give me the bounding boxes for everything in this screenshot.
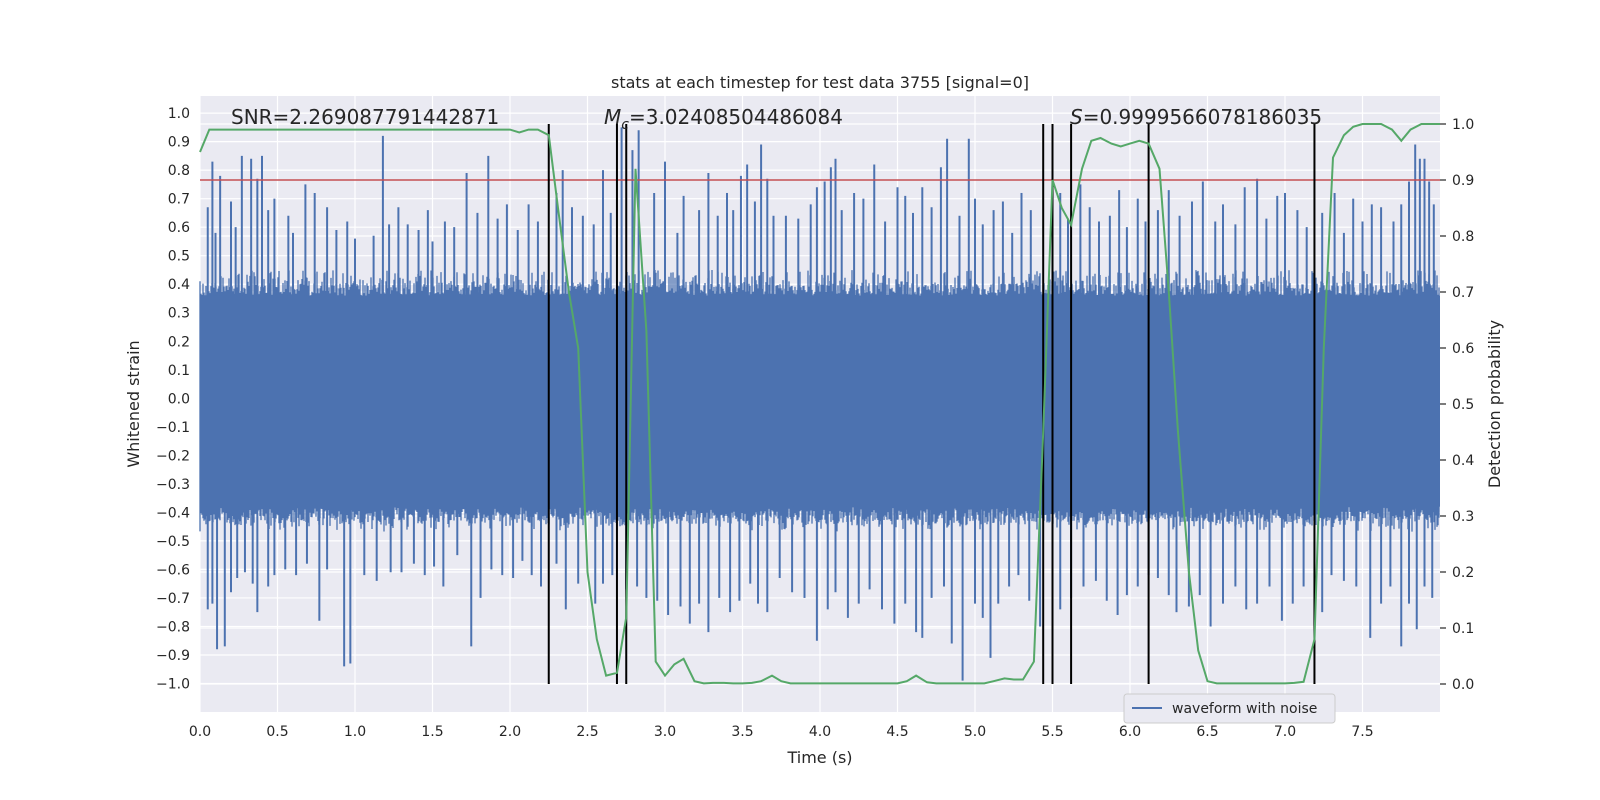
x-axis-ticks: 0.0 0.5 1.0 1.5 2.0 2.5 3.0 3.5 4.0 4.5 5.0 5.5 6.0 6…: [189, 724, 1374, 740]
y-tick-label-18: 0.8: [168, 163, 190, 179]
mc-symbol: M: [604, 105, 621, 129]
legend-box: [1123, 693, 1336, 724]
snr-annotation: SNR=2.269087791442871: [231, 105, 499, 129]
x-tick-label-1: 0.5: [266, 724, 288, 740]
y-tick-label-13: 0.3: [168, 306, 190, 322]
s-annotation: S=0.9999566078186035: [1070, 105, 1322, 129]
waveform-series: [199, 127, 1440, 681]
y-tick-label-8: −0.2: [156, 448, 190, 464]
x-tick-label-11: 5.5: [1041, 724, 1063, 740]
x-tick-label-10: 5.0: [964, 724, 986, 740]
vertical-markers: [547, 124, 1316, 684]
y-tick-label-19: 0.9: [168, 135, 190, 151]
y-tick-label-7: −0.3: [156, 477, 190, 493]
probability-line: [199, 123, 1440, 685]
y2-tick-label-10: 1.0: [1452, 117, 1474, 133]
legend: waveform with noise: [1123, 693, 1336, 724]
y2-tick-label-6: 0.6: [1452, 341, 1474, 357]
y2-tick-label-4: 0.4: [1452, 453, 1474, 469]
x-axis-label: Time (s): [786, 748, 852, 767]
waveform-dense-core: [200, 295, 1440, 507]
x-tick-label-6: 3.0: [654, 724, 676, 740]
y-tick-label-15: 0.5: [168, 249, 190, 265]
y2-tick-label-1: 0.1: [1452, 621, 1474, 637]
y-tick-label-14: 0.4: [168, 277, 190, 293]
x-tick-label-9: 4.5: [886, 724, 908, 740]
y-axis-ticks: −1.0 −0.9 −0.8 −0.7 −0.6 −0.5 −0.4 −0.3 −0.2 −0.1…: [156, 106, 190, 692]
y-tick-label-12: 0.2: [168, 334, 190, 350]
y2-axis-ticks: 0.0 0.1 0.2 0.3 0.4 0.5 0.6 0.7 0.8 0.9 1.0: [1440, 117, 1474, 693]
probability-series: [199, 123, 1440, 685]
y-tick-label-11: 0.1: [168, 363, 190, 379]
y2-axis-label: Detection probability: [1485, 320, 1504, 488]
y-tick-label-6: −0.4: [156, 505, 190, 521]
y2-tick-label-9: 0.9: [1452, 173, 1474, 189]
y-tick-label-3: −0.7: [156, 591, 190, 607]
y2-tick-label-7: 0.7: [1452, 285, 1474, 301]
y-tick-label-16: 0.6: [168, 220, 190, 236]
y-tick-label-2: −0.8: [156, 619, 190, 635]
y-tick-label-5: −0.5: [156, 534, 190, 550]
x-tick-label-15: 7.5: [1351, 724, 1373, 740]
y2-tick-label-0: 0.0: [1452, 677, 1474, 693]
x-tick-label-2: 1.0: [344, 724, 366, 740]
y-axis-label: Whitened strain: [124, 340, 143, 467]
s-symbol: S: [1070, 105, 1083, 129]
y-tick-label-10: 0.0: [168, 391, 190, 407]
x-tick-label-0: 0.0: [189, 724, 211, 740]
y2-tick-label-5: 0.5: [1452, 397, 1474, 413]
x-tick-label-3: 1.5: [421, 724, 443, 740]
y-tick-label-17: 0.7: [168, 192, 190, 208]
x-tick-label-7: 3.5: [731, 724, 753, 740]
y2-tick-label-8: 0.8: [1452, 229, 1474, 245]
y-tick-label-1: −0.9: [156, 648, 190, 664]
s-value: =0.9999566078186035: [1083, 105, 1322, 129]
y-tick-label-4: −0.6: [156, 562, 190, 578]
mc-value: =3.02408504486084: [629, 105, 843, 129]
y-tick-label-9: −0.1: [156, 420, 190, 436]
x-tick-label-13: 6.5: [1196, 724, 1218, 740]
y2-tick-label-3: 0.3: [1452, 509, 1474, 525]
x-tick-label-5: 2.5: [576, 724, 598, 740]
y2-tick-label-2: 0.2: [1452, 565, 1474, 581]
mc-annotation: Mc=3.02408504486084: [604, 105, 843, 133]
x-tick-label-4: 2.0: [499, 724, 521, 740]
x-tick-label-14: 7.0: [1274, 724, 1296, 740]
x-tick-label-12: 6.0: [1119, 724, 1141, 740]
y-tick-label-20: 1.0: [168, 106, 190, 122]
y-tick-label-0: −1.0: [156, 676, 190, 692]
x-tick-label-8: 4.0: [809, 724, 831, 740]
mc-subscript: c: [621, 117, 629, 133]
legend-label-waveform: waveform with noise: [1172, 701, 1317, 717]
chart-title: stats at each timestep for test data 375…: [611, 73, 1029, 92]
